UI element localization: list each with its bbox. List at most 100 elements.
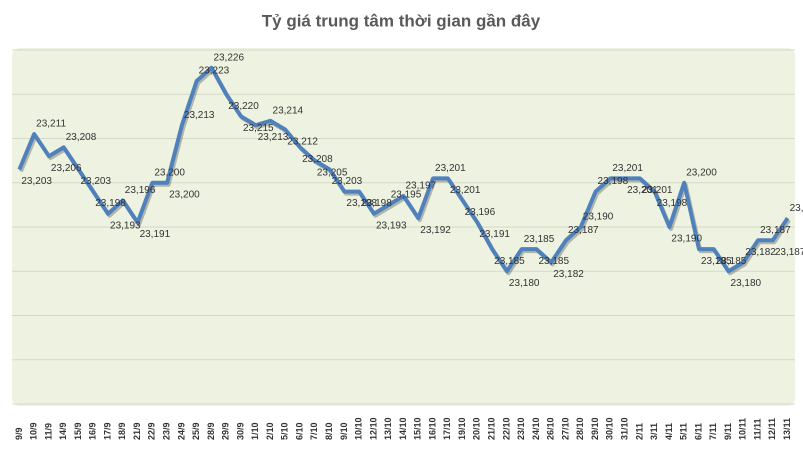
x-tick-label: 12/11	[767, 418, 777, 440]
data-label: 23,195	[391, 190, 422, 201]
data-label: 23,198	[346, 198, 377, 209]
x-tick-label: 16/10	[427, 417, 437, 440]
x-tick-label: 2/10	[265, 422, 275, 440]
data-label: 23,203	[80, 176, 111, 187]
x-tick-label: 22/9	[147, 422, 157, 440]
x-tick-label: 5/11	[679, 423, 689, 440]
data-label: 23,191	[140, 229, 171, 240]
data-label: 23,206	[51, 163, 82, 174]
x-tick-label: 31/10	[619, 417, 629, 440]
data-label: 23,208	[302, 154, 333, 165]
x-tick-label: 5/10	[280, 422, 290, 440]
data-label: 23,190	[671, 234, 702, 245]
x-tick-label: 2/11	[634, 423, 644, 440]
data-label: 23,205	[317, 167, 348, 178]
data-label: 23,200	[154, 167, 185, 178]
data-label: 23,185	[524, 234, 555, 245]
data-label: 23,200	[169, 189, 200, 200]
x-tick-label: 6/10	[294, 422, 304, 440]
x-tick-label: 30/9	[235, 422, 245, 440]
x-tick-label: 8/10	[324, 422, 334, 440]
x-tick-label: 3/11	[649, 423, 659, 440]
x-tick-label: 30/10	[605, 417, 615, 440]
data-label: 23,215	[243, 123, 274, 134]
x-tick-label: 28/9	[206, 422, 216, 440]
data-label: 23,211	[36, 119, 66, 130]
x-tick-label: 7/11	[708, 423, 718, 440]
x-tick-label: 10/11	[738, 418, 748, 440]
data-label: 23,182	[745, 247, 776, 258]
x-tick-label: 13/10	[383, 417, 393, 440]
data-label: 23,193	[110, 220, 141, 231]
x-tick-label: 26/10	[546, 417, 556, 440]
x-tick-label: 14/9	[58, 422, 68, 440]
x-tick-label: 9/10	[339, 422, 349, 440]
data-label: 23,203	[332, 176, 363, 187]
data-label: 23,185	[494, 256, 525, 267]
data-label: 23,200	[686, 167, 717, 178]
x-tick-label: 11/11	[752, 418, 762, 440]
data-label: 23,187	[568, 225, 599, 236]
data-label: 23,192	[420, 225, 451, 236]
series-line	[17, 65, 790, 274]
x-tick-label: 4/11	[664, 423, 674, 440]
x-tick-label: 14/10	[398, 417, 408, 440]
data-label: 23,191	[479, 229, 510, 240]
x-tick-label: 10/9	[29, 422, 39, 440]
x-tick-label: 15/9	[73, 422, 83, 440]
data-label: 23,220	[228, 101, 259, 112]
x-tick-label: 23/9	[161, 422, 171, 440]
x-tick-label: 18/9	[117, 422, 127, 440]
data-label: 23,180	[731, 278, 762, 289]
data-label: 23,185	[538, 256, 569, 267]
x-tick-label: 6/11	[693, 423, 703, 440]
x-tick-label: 19/10	[457, 417, 467, 440]
data-label: 23,212	[287, 136, 318, 147]
data-label: 23,190	[583, 212, 614, 223]
x-tick-label: 29/10	[590, 417, 600, 440]
data-label: 23,182	[553, 269, 584, 280]
x-tick-label: 7/10	[309, 422, 319, 440]
x-tick-label: 9/9	[14, 427, 24, 440]
data-label: 23,201	[627, 185, 658, 196]
x-tick-label: 17/10	[442, 417, 452, 440]
data-label: 23,213	[258, 132, 289, 143]
data-label: 23,201	[450, 185, 481, 196]
x-tick-label: 11/9	[43, 423, 53, 440]
data-label: 23,192	[790, 203, 803, 214]
x-tick-label: 21/10	[487, 417, 497, 440]
data-label: 23,203	[21, 176, 52, 187]
data-label: 23,196	[125, 185, 156, 196]
data-label: 23,213	[184, 110, 215, 121]
data-label: 23,226	[213, 52, 244, 63]
chart-title: Tỷ giá trung tâm thời gian gần đây	[262, 11, 541, 30]
x-tick-label: 24/10	[531, 417, 541, 440]
x-tick-label: 13/11	[782, 418, 792, 440]
data-label: 23,198	[598, 176, 629, 187]
x-tick-label: 1/10	[250, 422, 260, 440]
x-tick-label: 10/10	[354, 417, 364, 440]
data-label: 23,196	[465, 207, 496, 218]
data-label: 23,198	[361, 198, 392, 209]
x-tick-label: 29/9	[221, 422, 231, 440]
data-label: 23,201	[642, 185, 673, 196]
data-label: 23,198	[657, 198, 688, 209]
x-tick-label: 25/9	[191, 422, 201, 440]
data-label: 23,198	[95, 198, 126, 209]
data-label: 23,201	[435, 163, 466, 174]
x-tick-label: 16/9	[88, 422, 98, 440]
data-label: 23,187	[760, 225, 791, 236]
x-tick-label: 15/10	[413, 417, 423, 440]
data-label: 23,193	[376, 220, 407, 231]
x-tick-label: 21/9	[132, 422, 142, 440]
data-label: 23,208	[66, 132, 97, 143]
data-label: 23,201	[612, 163, 643, 174]
x-tick-label: 27/10	[560, 417, 570, 440]
data-label: 23,197	[406, 181, 437, 192]
x-tick-label: 24/9	[176, 422, 186, 440]
x-tick-label: 9/11	[723, 423, 733, 440]
data-label: 23,185	[716, 256, 747, 267]
x-tick-label: 12/10	[368, 417, 378, 440]
data-label: 23,180	[509, 278, 540, 289]
